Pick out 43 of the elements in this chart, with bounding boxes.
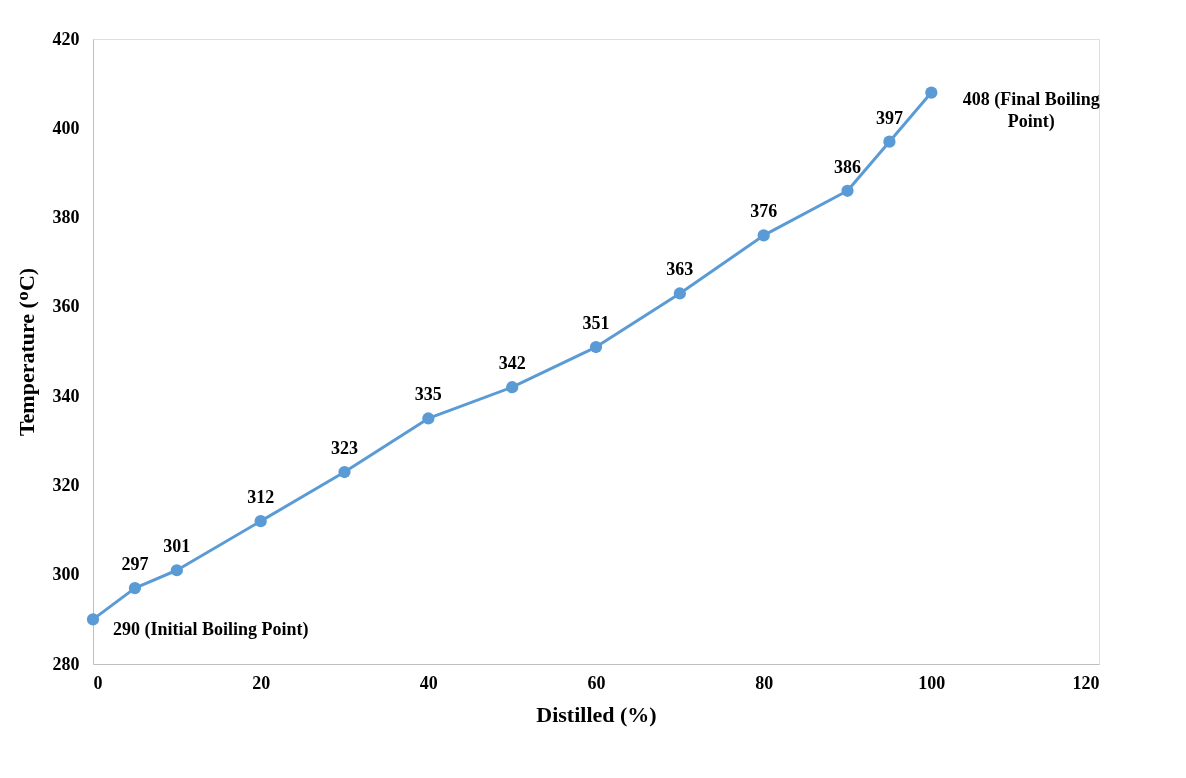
point: [86, 613, 100, 626]
data-label: 351: [582, 313, 610, 334]
point: [841, 184, 854, 197]
y-tick-label: 280: [52, 653, 80, 674]
x-tick-label: 80: [755, 672, 774, 693]
y-tick-label: 380: [52, 207, 80, 228]
x-tick-label: 120: [1072, 672, 1100, 693]
x-tick-label: 100: [918, 672, 946, 693]
point: [589, 340, 603, 354]
point: [925, 86, 938, 99]
data-label: 301: [163, 536, 191, 557]
point: [128, 582, 142, 595]
point: [506, 381, 519, 394]
y-axis-title: Temperature (ᴼC): [13, 267, 39, 437]
point: [338, 465, 351, 479]
y-tick-label: 300: [52, 564, 80, 585]
data-label: 376: [750, 201, 778, 222]
point: [422, 412, 435, 425]
data-label: 386: [834, 156, 861, 177]
y-tick-label: 420: [52, 28, 80, 49]
data-label: 397: [875, 107, 903, 128]
x-axis-title: Distilled (%): [536, 701, 657, 727]
data-label: 335: [414, 384, 442, 405]
data-label: 323: [331, 438, 358, 459]
x-tick-label: 40: [419, 672, 438, 693]
point: [673, 287, 686, 300]
point: [757, 229, 770, 242]
data-label: 408 (Final Boiling Point): [962, 88, 1100, 132]
x-tick-label: 60: [587, 672, 606, 693]
y-tick-label: 400: [52, 117, 80, 138]
data-label: 342: [498, 353, 526, 374]
x-tick-label: 20: [252, 672, 271, 693]
data-label: 363: [666, 259, 694, 280]
data-label: 312: [247, 487, 275, 508]
data-label: 290 (Initial Boiling Point): [113, 619, 309, 641]
point: [170, 564, 183, 577]
point: [883, 135, 896, 148]
data-label: 297: [121, 554, 149, 575]
point: [254, 515, 267, 528]
y-tick-label: 340: [52, 385, 80, 406]
y-tick-label: 360: [52, 296, 80, 317]
x-tick-label: 0: [93, 672, 103, 693]
y-tick-label: 320: [52, 474, 80, 495]
